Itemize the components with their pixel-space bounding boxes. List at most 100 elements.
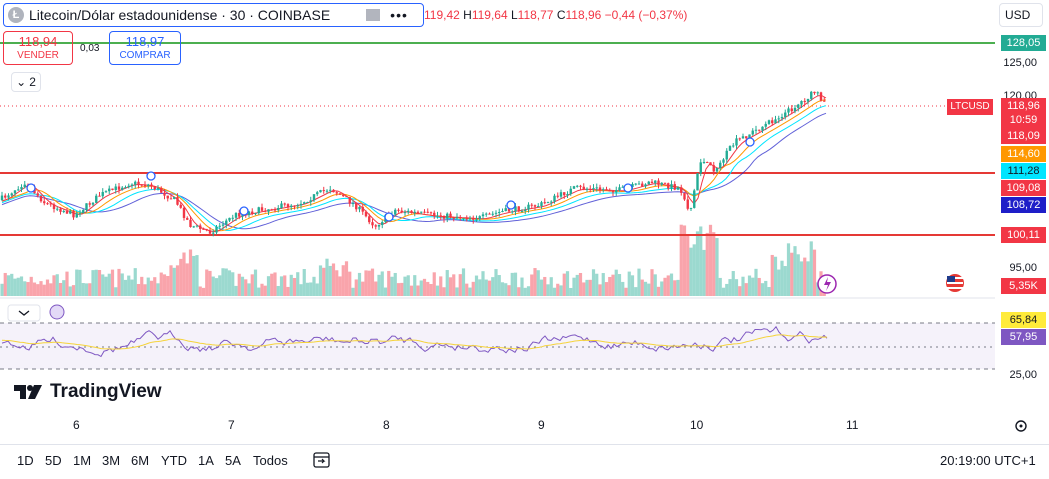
currency-selector[interactable]: USD xyxy=(999,3,1043,27)
indicators-toggle[interactable]: ⌄ 2 xyxy=(11,72,41,92)
range-1a-button[interactable]: 1A xyxy=(198,453,214,468)
volume-bar xyxy=(806,261,810,296)
candle-body xyxy=(446,213,449,219)
volume-bar xyxy=(461,268,466,296)
volume-bar xyxy=(39,281,43,296)
candle-body xyxy=(20,187,23,190)
tradingview-logo[interactable]: TradingView xyxy=(14,381,162,403)
candle-body xyxy=(134,181,137,185)
volume-bar xyxy=(676,279,680,296)
volume-bar xyxy=(110,269,115,296)
candle-body xyxy=(303,202,306,204)
volume-bar xyxy=(16,277,20,296)
volume-bar xyxy=(357,272,362,296)
candle-body xyxy=(433,212,436,216)
volume-bar xyxy=(624,287,628,296)
candle-body xyxy=(228,217,231,221)
volume-bar xyxy=(283,275,287,296)
candle-body xyxy=(725,150,728,160)
range-3m-button[interactable]: 3M xyxy=(102,453,121,468)
volume-bar xyxy=(536,270,540,296)
event-marker xyxy=(745,137,755,147)
candle-body xyxy=(429,212,433,214)
volume-bar xyxy=(764,280,768,296)
volume-bar xyxy=(695,231,700,296)
candle-body xyxy=(585,188,589,190)
volume-bar xyxy=(367,270,371,296)
volume-bar xyxy=(484,279,488,296)
candle-body xyxy=(793,107,797,112)
volume-bar xyxy=(374,281,378,296)
buy-button[interactable]: 118,97 COMPRAR xyxy=(109,31,181,65)
range-1d-button[interactable]: 1D xyxy=(17,453,34,468)
candle-body xyxy=(192,226,195,228)
price-label: 125,00 xyxy=(1003,57,1037,69)
volume-bar xyxy=(754,268,758,296)
clock-timezone[interactable]: 20:19:00 UTC+1 xyxy=(940,453,1036,468)
volume-bar xyxy=(413,275,417,296)
candle-body xyxy=(59,208,62,212)
range-6m-button[interactable]: 6M xyxy=(131,453,150,468)
candle-body xyxy=(403,212,407,214)
volume-bar xyxy=(234,285,238,296)
candle-body xyxy=(631,183,634,187)
candle-body xyxy=(182,207,186,218)
range-1m-button[interactable]: 1M xyxy=(73,453,92,468)
tradingview-logo-icon xyxy=(14,385,42,399)
date-range-icon[interactable] xyxy=(312,450,332,470)
candle-body xyxy=(680,187,683,193)
sell-button[interactable]: 118,94 VENDER xyxy=(3,31,73,65)
candle-body xyxy=(524,209,527,212)
candle-body xyxy=(706,161,709,163)
candle-body xyxy=(647,181,650,185)
range-ytd-button[interactable]: YTD xyxy=(161,453,187,468)
flag-icon[interactable] xyxy=(366,9,381,21)
candle-body xyxy=(439,215,442,217)
volume-bar xyxy=(783,266,787,296)
candle-body xyxy=(82,209,85,214)
symbol-title[interactable]: Litecoin/Dólar estadounidense · 30 · COI… xyxy=(29,7,331,23)
volume-bar xyxy=(250,274,254,296)
volume-bar xyxy=(237,273,241,296)
volume-bar xyxy=(32,282,37,296)
event-marker xyxy=(623,183,633,193)
volume-bar xyxy=(309,282,313,296)
volume-bar xyxy=(744,283,748,296)
candle-body xyxy=(683,192,686,200)
candle-body xyxy=(621,186,624,188)
more-options-icon[interactable]: ••• xyxy=(390,7,408,23)
candle-body xyxy=(813,91,816,94)
volume-bar xyxy=(130,279,134,296)
candle-body xyxy=(254,213,257,215)
candle-body xyxy=(462,218,465,220)
candle-body xyxy=(400,210,403,213)
symbol-title-box[interactable]: Ł Litecoin/Dólar estadounidense · 30 · C… xyxy=(3,3,424,27)
candle-body xyxy=(722,159,725,163)
range-5a-button[interactable]: 5A xyxy=(225,453,241,468)
candle-body xyxy=(0,195,4,200)
volume-bar xyxy=(302,269,306,296)
volume-bar xyxy=(611,274,615,296)
candle-body xyxy=(715,167,719,172)
volume-bar xyxy=(582,282,586,296)
candle-body xyxy=(657,180,660,185)
chart-canvas[interactable] xyxy=(0,0,1049,444)
candle-body xyxy=(43,201,46,204)
candle-body xyxy=(69,210,72,214)
candle-body xyxy=(124,187,127,189)
volume-bar xyxy=(799,261,804,296)
volume-bar xyxy=(773,256,778,296)
candle-body xyxy=(150,184,153,187)
event-marker xyxy=(384,212,394,222)
volume-bar xyxy=(117,268,121,296)
candle-body xyxy=(420,211,423,213)
range-5d-button[interactable]: 5D xyxy=(45,453,62,468)
volume-bar xyxy=(13,278,17,296)
volume-bar xyxy=(58,282,63,296)
range-all-button[interactable]: Todos xyxy=(253,453,288,468)
candle-body xyxy=(345,196,348,198)
volume-bar xyxy=(406,275,410,296)
candle-body xyxy=(179,204,182,208)
volume-bar xyxy=(140,276,144,296)
price-tag: 108,72 xyxy=(1001,197,1046,213)
